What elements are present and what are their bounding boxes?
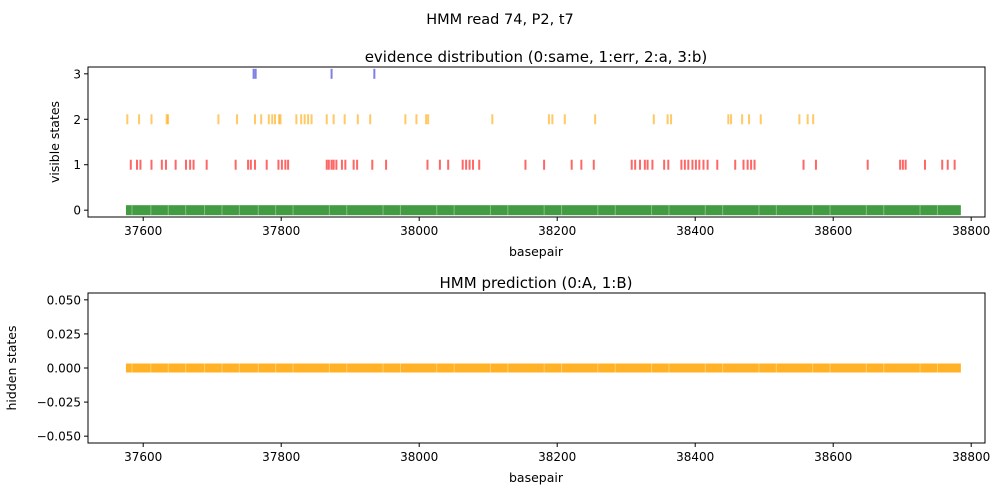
- evidence-x-tick-label: 37800: [262, 224, 300, 238]
- evidence-y-tick-label: 3: [73, 67, 81, 81]
- evidence-y-tick-label: 2: [73, 113, 81, 127]
- hmm-prediction-subplot: HMM prediction (0:A, 1:B) 37600 37800 3800…: [4, 274, 990, 485]
- prediction-x-tick-label: 38400: [676, 450, 714, 464]
- prediction-x-tick-label: 38600: [814, 450, 852, 464]
- evidence-x-axis-label: basepair: [509, 244, 564, 259]
- evidence-distribution-subplot: evidence distribution (0:same, 1:err, 2:…: [47, 48, 990, 259]
- prediction-y-tick-label: 0.000: [47, 362, 81, 376]
- evidence-x-tick-label: 38600: [814, 224, 852, 238]
- prediction-title: HMM prediction (0:A, 1:B): [440, 274, 633, 292]
- prediction-x-axis-label: basepair: [509, 470, 564, 485]
- prediction-x-tick-label: 38000: [400, 450, 438, 464]
- evidence-x-tick-label: 37600: [124, 224, 162, 238]
- prediction-y-tick-label: 0.050: [47, 293, 81, 307]
- evidence-y-axis-label: visible states: [47, 101, 62, 183]
- evidence-y-tick-label: 0: [73, 204, 81, 218]
- figure-suptitle: HMM read 74, P2, t7: [426, 12, 574, 28]
- prediction-x-tick-label: 37600: [124, 450, 162, 464]
- evidence-y-ticks: 0 1 2 3: [73, 67, 88, 218]
- evidence-title: evidence distribution (0:same, 1:err, 2:…: [365, 48, 708, 66]
- evidence-x-tick-label: 38200: [538, 224, 576, 238]
- prediction-x-tick-label: 37800: [262, 450, 300, 464]
- evidence-axes-frame: [87, 66, 986, 218]
- evidence-marks: [125, 68, 961, 216]
- prediction-y-tick-label: 0.025: [47, 327, 81, 341]
- prediction-marks: [125, 363, 961, 373]
- prediction-y-tick-label: −0.025: [37, 396, 81, 410]
- evidence-x-tick-label: 38400: [676, 224, 714, 238]
- evidence-x-ticks: 37600 37800 38000 38200 38400 38600 38800: [124, 217, 990, 238]
- evidence-x-tick-label: 38000: [400, 224, 438, 238]
- evidence-x-tick-label: 38800: [952, 224, 990, 238]
- prediction-y-tick-label: −0.050: [37, 430, 81, 444]
- evidence-y-tick-label: 1: [73, 158, 81, 172]
- prediction-x-ticks: 37600 37800 38000 38200 38400 38600 38800: [124, 443, 990, 464]
- prediction-y-axis-label: hidden states: [4, 325, 19, 410]
- prediction-y-ticks: −0.050 −0.025 0.000 0.025 0.050: [37, 293, 88, 444]
- prediction-state-0-band: [125, 363, 961, 373]
- prediction-x-tick-label: 38200: [538, 450, 576, 464]
- prediction-x-tick-label: 38800: [952, 450, 990, 464]
- evidence-state-0-band: [125, 205, 961, 216]
